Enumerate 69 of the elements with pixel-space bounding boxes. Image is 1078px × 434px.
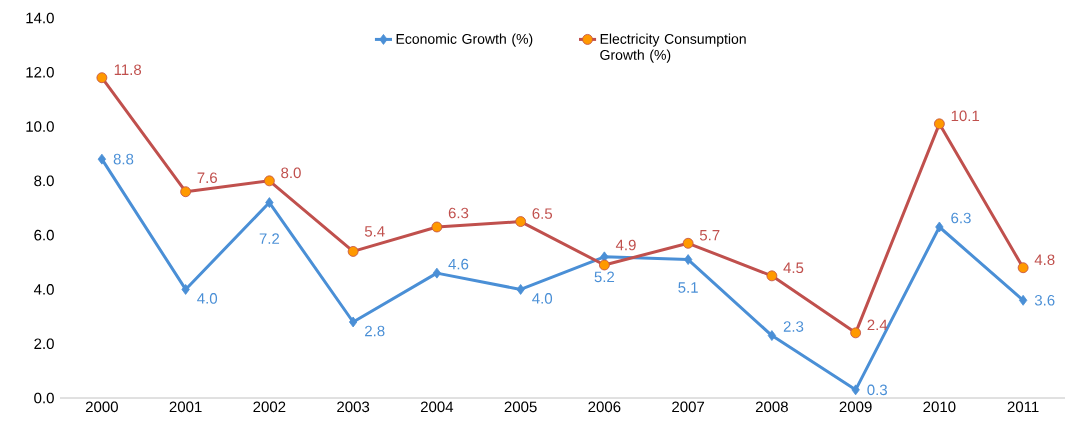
x-tick-label: 2004 — [420, 401, 454, 413]
point — [96, 72, 108, 84]
y-tick-label: 2.0 — [34, 338, 54, 350]
data-label: 7.6 — [197, 172, 217, 184]
point — [265, 197, 274, 208]
data-label: 4.0 — [532, 293, 553, 304]
point — [516, 284, 525, 295]
data-label: 2.8 — [365, 325, 385, 337]
data-label: 7.2 — [259, 233, 280, 244]
point — [431, 221, 443, 233]
data-label: 5.2 — [594, 271, 615, 283]
data-label: 5.1 — [678, 282, 698, 293]
legend-label: Economic Growth (%) — [396, 33, 533, 47]
point — [263, 175, 275, 187]
data-label: 5.7 — [699, 230, 720, 241]
point — [766, 270, 778, 282]
point — [935, 221, 944, 233]
data-label: 10.1 — [951, 110, 980, 122]
x-tick-label: 2008 — [755, 401, 788, 413]
y-tick-label: 8.0 — [34, 175, 54, 187]
data-label: 5.4 — [364, 226, 385, 237]
data-label: 0.3 — [867, 384, 887, 396]
point — [933, 118, 945, 130]
point — [851, 384, 860, 396]
point — [598, 259, 610, 271]
x-tick-label: 2010 — [923, 401, 956, 413]
point — [1017, 262, 1029, 274]
point — [97, 153, 107, 165]
x-tick-label: 2001 — [169, 401, 202, 413]
x-tick-label: 2006 — [588, 401, 621, 413]
data-label: 6.3 — [951, 212, 971, 224]
data-label: 6.5 — [532, 208, 553, 219]
data-label: 8.0 — [281, 167, 301, 179]
y-tick-label: 12.0 — [26, 66, 54, 78]
x-tick-label: 2002 — [253, 401, 286, 413]
x-tick-label: 2011 — [1007, 401, 1039, 413]
data-label: 2.3 — [783, 321, 804, 332]
x-tick-label: 2005 — [504, 401, 537, 413]
data-label: 4.0 — [197, 293, 218, 304]
point — [347, 246, 359, 257]
data-label: 3.6 — [1034, 294, 1055, 306]
y-tick-label: 0.0 — [34, 392, 54, 404]
data-label: 2.4 — [867, 319, 888, 331]
y-tick-label: 4.0 — [33, 284, 54, 295]
x-tick-label: 2000 — [85, 401, 118, 413]
data-label: 4.8 — [1034, 254, 1055, 266]
point — [767, 330, 777, 341]
data-label: 8.8 — [113, 153, 134, 165]
data-label: 4.6 — [448, 258, 469, 270]
data-label: 11.8 — [114, 64, 142, 76]
y-tick-label: 6.0 — [34, 229, 54, 241]
x-tick-label: 2003 — [337, 401, 370, 413]
x-tick-label: 2009 — [839, 401, 872, 413]
point — [180, 186, 192, 198]
point — [181, 284, 190, 295]
point — [683, 254, 693, 265]
x-tick-label: 2007 — [672, 401, 705, 413]
point — [1018, 294, 1028, 306]
y-tick-label: 14.0 — [26, 12, 54, 24]
y-tick-label: 10.0 — [26, 121, 54, 132]
point — [682, 237, 694, 249]
point — [432, 267, 442, 279]
point — [850, 327, 862, 339]
data-label: 4.5 — [783, 262, 804, 274]
data-label: 4.9 — [615, 239, 636, 251]
point — [515, 216, 527, 227]
point — [348, 316, 358, 328]
data-label: 6.3 — [448, 207, 469, 219]
legend-label: Electricity Consumption Growth (%) — [600, 33, 746, 63]
